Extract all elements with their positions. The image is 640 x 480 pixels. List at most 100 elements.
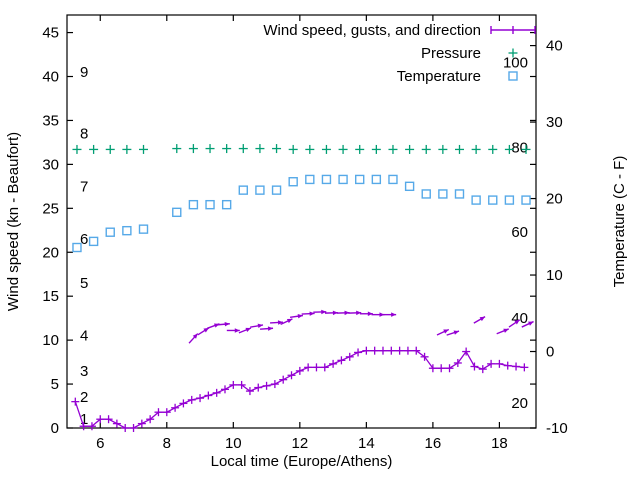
pressure-point: [288, 144, 298, 154]
gust-arrow: [197, 327, 210, 336]
pressure-point: [488, 144, 498, 154]
beaufort-label: 6: [80, 231, 88, 248]
wind-speed-point: [112, 419, 121, 428]
temperature-point: [238, 185, 248, 195]
y2-tick-label: 10: [546, 267, 563, 284]
beaufort-label: 7: [80, 178, 88, 195]
gust-arrow: [371, 312, 385, 317]
temperature-point: [72, 242, 82, 253]
pressure-point: [272, 144, 282, 154]
y-tick-label: 0: [51, 420, 59, 437]
y2-axis-title: Temperature (C - F): [611, 156, 628, 288]
temperature-point: [105, 227, 115, 237]
wind-speed-point: [428, 364, 437, 373]
temperature-point: [221, 199, 232, 210]
wind-speed-point: [312, 363, 321, 372]
gust-arrow: [188, 333, 199, 344]
wind-speed-point: [295, 366, 304, 375]
wind-speed-point: [87, 422, 96, 431]
wind-speed-point: [395, 346, 404, 355]
gust-arrow: [336, 310, 350, 316]
y2-tick-label: 20: [546, 191, 563, 208]
wind-speed-point: [262, 381, 271, 390]
gust-arrow: [289, 313, 304, 319]
wind-speed-point: [412, 346, 421, 355]
y-tick-label: 40: [42, 69, 59, 86]
beaufort-label: 3: [80, 363, 88, 380]
legend-label-0: Wind speed, gusts, and direction: [263, 22, 481, 39]
temperature-point: [122, 225, 132, 236]
y-tick-label: 30: [42, 156, 59, 173]
gust-arrow: [521, 320, 534, 328]
temperature-point: [321, 174, 332, 185]
wind-speed-point: [254, 383, 263, 392]
plot-frame: [66, 14, 537, 429]
temperature-point: [471, 195, 481, 205]
wind-speed-point: [179, 399, 188, 408]
beaufort-label: 4: [80, 328, 88, 345]
wind-speed-point: [470, 362, 479, 371]
y-tick-label: 5: [51, 376, 59, 393]
wind-speed-point: [96, 415, 105, 424]
temperature-point: [454, 189, 465, 199]
wind-speed-point: [229, 380, 238, 389]
legend-sample-line: [490, 26, 536, 34]
wind-speed-point: [304, 363, 313, 372]
gust-arrow: [216, 321, 230, 327]
wind-speed-point: [212, 388, 221, 397]
temperature-point: [355, 174, 365, 185]
legend-label-2: Temperature: [397, 68, 481, 85]
fahrenheit-label: 20: [511, 395, 528, 412]
pressure-point: [421, 144, 431, 154]
wind-speed-point: [146, 415, 155, 424]
wind-speed-point: [378, 346, 387, 355]
legend-sample-plus: [508, 48, 518, 58]
temperature-point: [188, 199, 199, 210]
pressure-point: [471, 144, 481, 154]
gust-arrow: [238, 327, 252, 334]
pressure-point: [521, 144, 531, 154]
pressure-point: [255, 144, 265, 154]
x-tick-label: 10: [225, 435, 242, 452]
beaufort-label: 1: [80, 411, 88, 428]
pressure-point: [338, 144, 348, 154]
gust-arrow: [383, 312, 397, 317]
x-tick-label: 18: [491, 435, 508, 452]
temperature-point: [488, 195, 498, 205]
temperature-point: [521, 195, 531, 205]
wind-speed-point: [104, 415, 113, 424]
wind-speed-point: [329, 359, 338, 368]
x-tick-label: 16: [425, 435, 442, 452]
wind-speed-point: [287, 371, 296, 380]
wind-speed-point: [345, 352, 354, 361]
y2-tick-label: 30: [546, 114, 563, 131]
gust-arrow: [280, 318, 293, 326]
y-axis-title: Wind speed (kn - Beaufort): [5, 132, 22, 311]
wind-speed-point: [71, 397, 80, 406]
wind-speed-point: [154, 408, 163, 417]
wind-speed-point: [220, 385, 229, 394]
wind-speed-point: [79, 422, 88, 431]
pressure-point: [454, 144, 464, 154]
pressure-point: [305, 144, 315, 154]
wind-speed-point: [420, 352, 429, 361]
beaufort-label: 8: [80, 126, 88, 143]
wind-speed-point: [520, 363, 529, 372]
wind-speed-point: [187, 395, 196, 404]
pressure-point: [89, 144, 99, 154]
temperature-point: [438, 189, 448, 199]
wind-speed-point: [237, 380, 246, 389]
pressure-point: [72, 144, 82, 154]
gust-arrow: [313, 309, 327, 315]
x-axis-title: Local time (Europe/Athens): [211, 453, 393, 470]
fahrenheit-label: 100: [503, 54, 528, 71]
wind-speed-point: [196, 394, 205, 403]
temperature-point: [88, 236, 99, 247]
wind-speed-point: [370, 346, 379, 355]
y2-tick-label: 0: [546, 344, 554, 361]
pressure-point: [105, 144, 115, 154]
wind-speed-point: [121, 424, 130, 432]
gust-arrow: [260, 326, 274, 331]
temperature-point: [288, 177, 298, 187]
